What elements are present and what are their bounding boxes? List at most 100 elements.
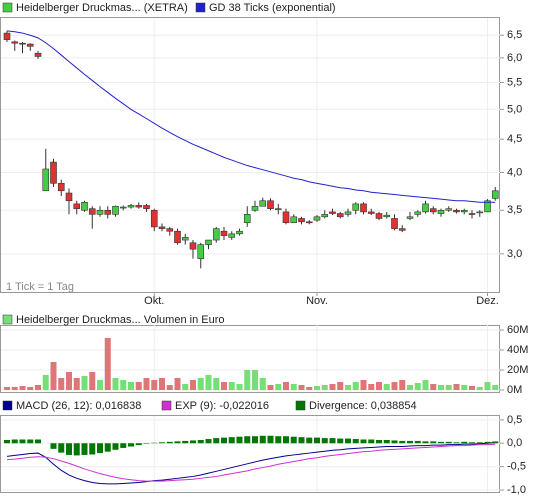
y-tick-label: 5,5 — [507, 76, 522, 88]
bar — [283, 382, 289, 390]
price-panel — [0, 17, 500, 293]
bar — [461, 441, 468, 444]
candle-body — [414, 211, 422, 215]
bar — [407, 440, 413, 444]
bar — [27, 387, 34, 390]
bar — [259, 378, 266, 390]
legend-swatch — [295, 400, 306, 411]
bar — [190, 440, 196, 444]
bar — [383, 439, 390, 444]
candle-body — [282, 211, 290, 223]
candle-body — [313, 216, 321, 221]
candle-body — [352, 203, 360, 211]
bar — [58, 443, 65, 453]
candle-body — [181, 237, 189, 241]
bar — [383, 384, 390, 390]
candle-body — [468, 213, 476, 215]
legend-label: GD 38 Ticks (exponential) — [209, 2, 336, 14]
candle-body — [437, 209, 445, 214]
bar — [453, 442, 460, 444]
candle-body — [104, 209, 112, 215]
bar — [337, 382, 344, 390]
bar — [143, 378, 150, 390]
bar — [205, 375, 212, 390]
candle-body — [367, 211, 375, 214]
candle-body — [19, 42, 26, 45]
candle-body — [127, 205, 135, 208]
line — [6, 443, 496, 482]
candle-body — [119, 206, 127, 209]
bar — [228, 382, 235, 390]
bar — [42, 375, 49, 390]
candle-body — [453, 209, 460, 213]
bar — [159, 442, 165, 444]
bar — [236, 384, 243, 390]
bar — [314, 437, 320, 444]
bar — [244, 370, 251, 390]
bar — [228, 437, 235, 444]
x-tick-label: Okt. — [144, 295, 164, 307]
candle-body — [344, 211, 352, 215]
bar — [484, 441, 491, 444]
bar — [112, 443, 119, 450]
candle-body — [189, 242, 197, 250]
candle-body — [259, 200, 267, 207]
y-tick-label: 20M — [507, 364, 528, 376]
bar — [104, 338, 111, 390]
bar — [376, 439, 382, 444]
bar — [306, 387, 313, 390]
bar — [345, 385, 351, 390]
legend-swatch — [2, 2, 13, 13]
bar — [213, 438, 220, 444]
bar — [182, 440, 189, 444]
bar — [391, 440, 398, 444]
candle-body — [243, 214, 251, 223]
y-tick-label: 6,0 — [507, 52, 522, 64]
bar — [213, 378, 220, 390]
y-tick-label: 60M — [507, 324, 528, 336]
bar — [19, 439, 26, 444]
bar — [438, 441, 444, 444]
legend-swatch — [2, 314, 13, 325]
bar — [414, 440, 421, 444]
bar — [399, 440, 406, 444]
candle-body — [228, 233, 236, 238]
bar — [445, 441, 452, 444]
candle-body — [166, 228, 174, 232]
candle-body — [220, 230, 228, 236]
bar — [314, 386, 320, 390]
bar — [112, 378, 119, 390]
candle-body — [383, 214, 391, 218]
bar — [329, 438, 336, 444]
candle-body — [174, 230, 181, 244]
candle-body — [375, 213, 383, 219]
bar — [166, 441, 173, 444]
candle-body — [491, 190, 499, 199]
bar — [11, 439, 18, 444]
bar — [35, 385, 41, 390]
bar — [430, 441, 437, 444]
candle-body — [267, 200, 274, 209]
bar — [290, 384, 297, 390]
bar — [205, 439, 212, 444]
candle-body — [476, 211, 484, 214]
legend-label: Divergence: 0,038854 — [309, 400, 417, 412]
bar — [298, 437, 305, 444]
bar — [492, 441, 499, 444]
legend-swatch — [2, 400, 13, 411]
bar — [275, 436, 282, 444]
candle-body — [88, 208, 96, 215]
bar — [252, 436, 258, 444]
bar — [221, 382, 227, 390]
bar — [197, 439, 204, 444]
y-tick-label: 4,5 — [507, 133, 522, 145]
legend-label: EXP (9): -0,022016 — [175, 400, 269, 412]
x-tick-label: Dez. — [476, 295, 499, 307]
candle-body — [50, 161, 57, 184]
bar — [360, 439, 367, 444]
bar — [376, 382, 382, 390]
y-tick-label: 4,0 — [507, 166, 522, 178]
y-tick-label: 3,0 — [507, 248, 522, 260]
bar — [73, 443, 80, 456]
